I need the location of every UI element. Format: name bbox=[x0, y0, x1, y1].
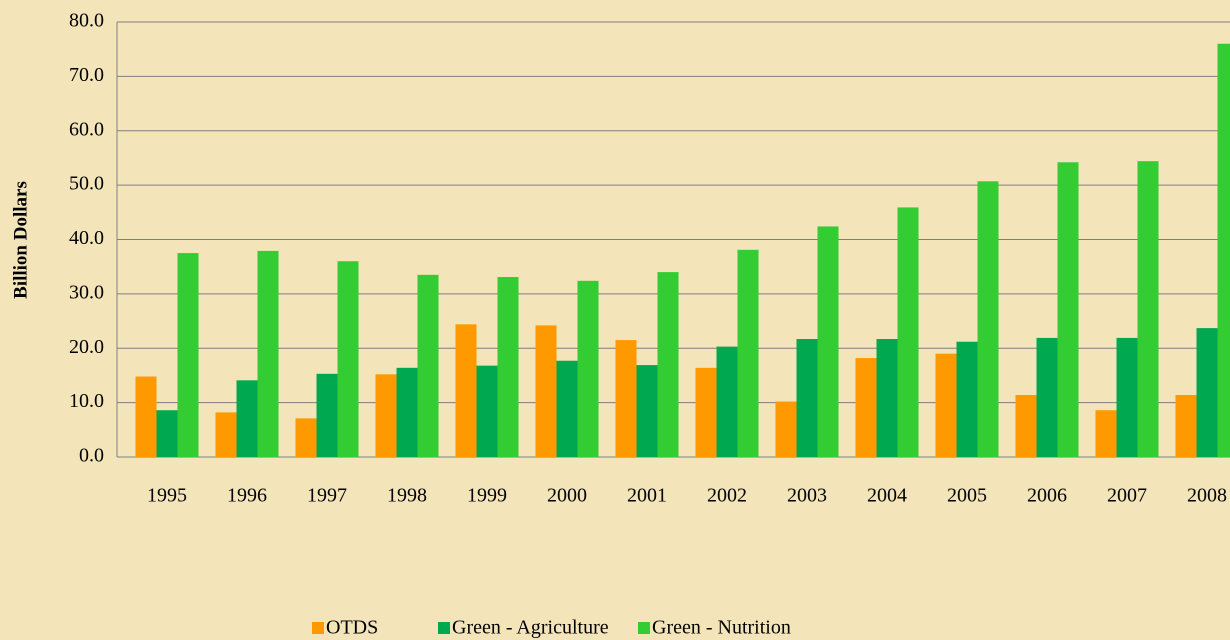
x-tick-label: 2001 bbox=[627, 485, 667, 507]
y-tick-label: 50.0 bbox=[69, 173, 104, 195]
bar bbox=[695, 367, 717, 457]
bar bbox=[935, 353, 957, 457]
bar bbox=[535, 325, 557, 457]
x-tick-label: 2008 bbox=[1187, 485, 1227, 507]
bar bbox=[1196, 328, 1218, 457]
bar bbox=[956, 341, 978, 457]
bar bbox=[615, 340, 637, 457]
x-tick-label: 2000 bbox=[547, 485, 587, 507]
x-tick-label: 1999 bbox=[467, 485, 507, 507]
y-tick-label: 80.0 bbox=[69, 10, 104, 32]
legend-swatch bbox=[312, 622, 324, 634]
bar bbox=[577, 280, 599, 457]
legend-swatch bbox=[438, 622, 450, 634]
x-tick-label: 2006 bbox=[1027, 485, 1067, 507]
y-tick-label: 70.0 bbox=[69, 64, 104, 86]
bar bbox=[1057, 162, 1079, 457]
bar bbox=[876, 339, 898, 457]
legend-label: OTDS bbox=[326, 617, 378, 639]
bar bbox=[295, 418, 317, 457]
y-tick-label: 60.0 bbox=[69, 118, 104, 140]
bar bbox=[977, 181, 999, 457]
bar bbox=[817, 226, 839, 457]
bar bbox=[257, 250, 279, 457]
bar bbox=[177, 253, 199, 457]
x-tick-label: 2003 bbox=[787, 485, 827, 507]
bar bbox=[455, 324, 477, 457]
bar bbox=[337, 261, 359, 457]
x-tick-label: 1996 bbox=[227, 485, 267, 507]
bar bbox=[1095, 410, 1117, 457]
bar bbox=[1015, 395, 1037, 457]
y-tick-label: 0.0 bbox=[79, 445, 104, 467]
bar bbox=[215, 412, 237, 457]
bar bbox=[775, 401, 797, 457]
x-tick-label: 2007 bbox=[1107, 485, 1147, 507]
bar bbox=[1116, 337, 1138, 457]
y-axis-label: Billion Dollars bbox=[10, 181, 31, 299]
legend-label: Green - Agriculture bbox=[452, 617, 609, 639]
bar bbox=[396, 367, 418, 457]
bar bbox=[476, 365, 498, 457]
bar bbox=[135, 376, 157, 457]
legend-label: Green - Nutrition bbox=[652, 617, 791, 639]
bar bbox=[657, 272, 679, 457]
bar bbox=[1036, 337, 1058, 457]
bar bbox=[556, 360, 578, 457]
bar bbox=[1175, 395, 1197, 457]
x-tick-label: 2004 bbox=[867, 485, 907, 507]
bar bbox=[236, 380, 258, 457]
bar bbox=[1217, 43, 1230, 457]
y-tick-label: 30.0 bbox=[69, 281, 104, 303]
y-tick-label: 20.0 bbox=[69, 336, 104, 358]
x-tick-label: 2005 bbox=[947, 485, 987, 507]
bar bbox=[497, 277, 519, 457]
bar bbox=[796, 339, 818, 457]
x-tick-label: 2002 bbox=[707, 485, 747, 507]
legend-swatch bbox=[638, 622, 650, 634]
bar bbox=[855, 358, 877, 457]
bar bbox=[156, 410, 178, 457]
bar bbox=[897, 207, 919, 457]
bar bbox=[375, 374, 397, 457]
bar bbox=[417, 274, 439, 457]
bar bbox=[716, 346, 738, 457]
bar bbox=[316, 373, 338, 457]
bar bbox=[1137, 161, 1159, 457]
y-tick-label: 40.0 bbox=[69, 227, 104, 249]
bar bbox=[737, 249, 759, 457]
x-tick-label: 1997 bbox=[307, 485, 347, 507]
y-tick-label: 10.0 bbox=[69, 390, 104, 412]
x-tick-label: 1995 bbox=[147, 485, 187, 507]
bar bbox=[636, 365, 658, 457]
x-tick-label: 1998 bbox=[387, 485, 427, 507]
